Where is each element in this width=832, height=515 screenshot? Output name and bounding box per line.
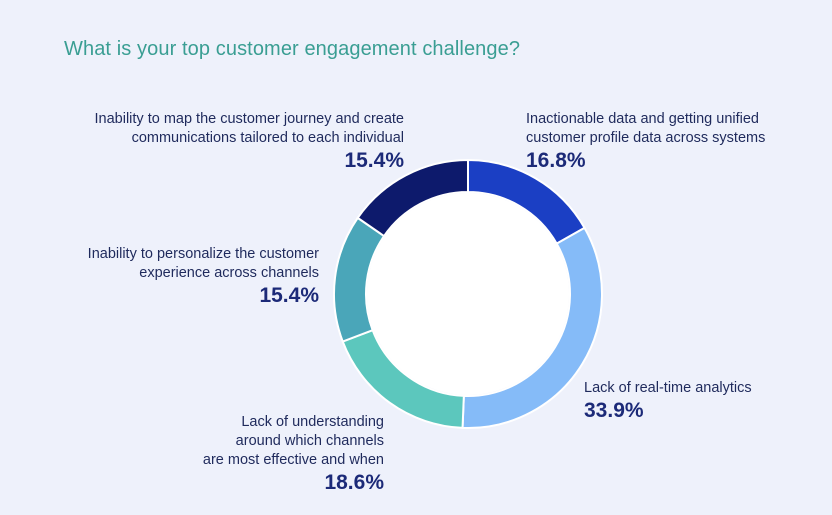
callout-label: Lack of understanding around which chann… [202, 414, 384, 468]
chart-title: What is your top customer engagement cha… [64, 38, 521, 60]
callout-channel-effectiveness: Lack of understanding around which chann… [203, 413, 384, 495]
callout-label: Inactionable data and getting unified cu… [526, 111, 766, 146]
callout-label: Inability to map the customer journey an… [94, 111, 405, 146]
donut-slice-map-customer-journey [356, 158, 469, 238]
callout-inactionable-data: Inactionable data and getting unified cu… [526, 110, 765, 173]
donut-hole [367, 193, 569, 395]
callout-percent: 16.8% [526, 149, 586, 172]
callout-label: Lack of real-time analytics [584, 380, 752, 396]
callout-personalize-experience: Inability to personalize the customer ex… [88, 245, 319, 308]
callout-percent: 18.6% [324, 471, 384, 494]
callout-map-customer-journey: Inability to map the customer journey an… [95, 110, 405, 173]
callout-percent: 33.9% [584, 399, 644, 422]
callout-percent: 15.4% [259, 284, 319, 307]
callout-label: Inability to personalize the customer ex… [87, 246, 319, 281]
callout-real-time-analytics: Lack of real-time analytics 33.9% [584, 379, 752, 423]
callout-percent: 15.4% [344, 149, 404, 172]
